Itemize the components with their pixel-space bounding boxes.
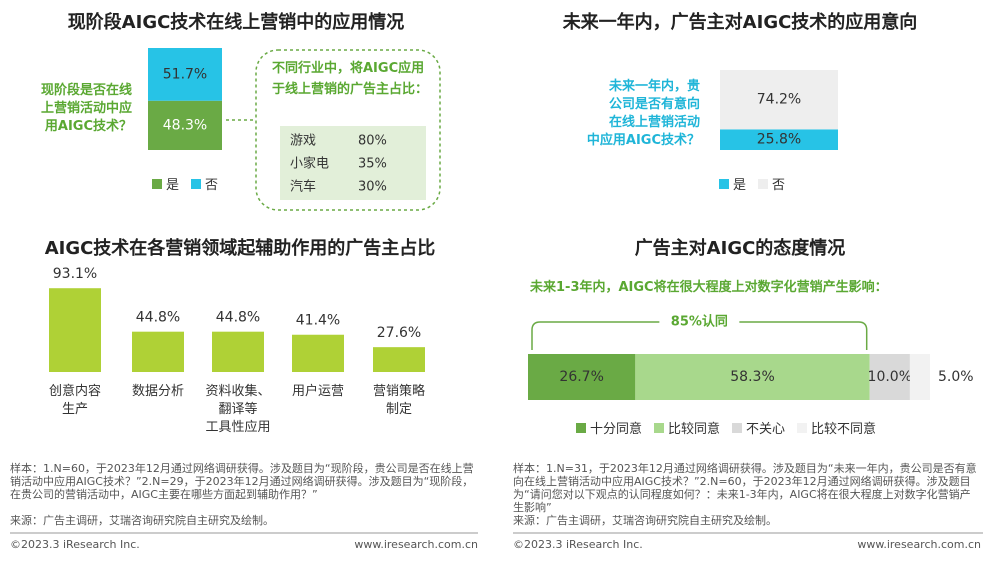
annotation-bracket — [531, 321, 868, 350]
site-url: www.iresearch.com.cn — [857, 538, 981, 551]
callout-value: 80% — [358, 134, 387, 149]
value-label: 58.3% — [730, 369, 774, 385]
legend-swatch — [654, 422, 665, 433]
bar-segment — [720, 129, 838, 150]
note-sample: 样本：1.N=31，于2023年12月通过网络调研获得。涉及题目为“未来一年内，… — [513, 462, 977, 514]
note-source: 来源：广告主调研，艾瑞咨询研究院自主研究及绘制。 — [10, 514, 274, 527]
value-label: 5.0% — [938, 369, 974, 385]
note-sample: 样本：1.N=60，于2023年12月通过网络调研获得。涉及题目为“现阶段，贵公… — [10, 462, 474, 501]
bar-segment — [528, 354, 636, 400]
legend-swatch — [719, 178, 729, 189]
bar-segment — [869, 354, 910, 400]
legend-swatch — [576, 422, 586, 433]
chart-title: 广告主对AIGC的态度情况 — [634, 238, 846, 259]
legend-label: 比较不同意 — [811, 422, 877, 437]
value-label: 93.1% — [53, 266, 97, 282]
question: 未来一年内，贵 公司是否有意向 在线上营销活动 中应用AIGC技术？ — [586, 79, 700, 148]
callout-label: 汽车 — [290, 179, 316, 195]
x-tick-label: 用户运营 — [291, 384, 344, 399]
chart-title: AIGC技术在各营销领域起辅助作用的广告主占比 — [44, 238, 436, 259]
bar — [373, 347, 425, 372]
legend-label: 是 — [733, 178, 747, 193]
legend-swatch — [191, 178, 202, 189]
copyright: ©2023.3 iResearch Inc. — [10, 538, 140, 551]
callout-label: 游戏 — [290, 134, 316, 149]
value-label: 27.6% — [377, 325, 421, 341]
legend-swatch — [152, 178, 162, 189]
callout-value: 35% — [358, 157, 387, 172]
value-label: 44.8% — [216, 310, 260, 326]
bar-segment — [909, 354, 930, 400]
legend-label: 是 — [166, 178, 180, 193]
value-label: 41.4% — [296, 313, 340, 329]
bar-segment — [720, 70, 838, 130]
callout-title: 不同行业中，将AIGC应用于线上营销的广告主占比： — [272, 61, 429, 97]
legend: 十分同意 比较同意 不关心 比较不同意 — [576, 418, 876, 437]
x-tick-label: 数据分析 — [131, 384, 184, 399]
x-tick-label: 资料收集、 翻译等 工具性应用 — [205, 384, 271, 435]
x-tick-label: 创意内容 生产 — [48, 384, 101, 417]
legend-swatch — [732, 422, 743, 433]
note-source: 来源：广告主调研，艾瑞咨询研究院自主研究及绘制。 — [513, 514, 777, 527]
legend-label: 不关心 — [746, 422, 786, 437]
legend-label: 否 — [772, 178, 786, 193]
subtitle: 未来1-3年内，AIGC将在很大程度上对数字化营销产生影响： — [530, 280, 888, 295]
value-label: 26.7% — [559, 369, 603, 385]
bar — [292, 334, 344, 372]
bar-segment — [635, 354, 870, 400]
legend-label: 十分同意 — [590, 422, 643, 437]
chart-title: 现阶段AIGC技术在线上营销中的应用情况 — [67, 12, 405, 33]
value-label: 48.3% — [163, 117, 207, 133]
annotation: 85%认同 — [671, 314, 728, 330]
legend: 是否 — [719, 174, 785, 193]
site-url: www.iresearch.com.cn — [354, 538, 478, 551]
value-label: 10.0% — [868, 369, 912, 385]
bar — [212, 331, 264, 372]
legend: 是否 — [152, 174, 218, 193]
value-label: 74.2% — [757, 92, 801, 108]
chart-title: 未来一年内，广告主对AIGC技术的应用意向 — [562, 12, 918, 33]
legend-swatch — [758, 178, 769, 189]
bar-segment — [148, 48, 222, 101]
value-label: 25.8% — [757, 132, 801, 148]
question: 现阶段是否在线 上营销活动中应 用AIGC技术？ — [40, 83, 132, 134]
legend-label: 否 — [205, 178, 219, 193]
bar — [49, 288, 101, 372]
legend-swatch — [797, 422, 808, 433]
callout-value: 30% — [358, 180, 387, 195]
x-tick-label: 营销策略 制定 — [372, 384, 425, 417]
legend-label: 比较同意 — [668, 422, 721, 437]
value-label: 51.7% — [163, 66, 207, 82]
callout-label: 小家电 — [290, 156, 329, 172]
bar — [132, 331, 184, 372]
bar-segment — [148, 100, 222, 150]
callout-table-bg — [280, 126, 426, 200]
copyright: ©2023.3 iResearch Inc. — [513, 538, 643, 551]
value-label: 44.8% — [136, 310, 180, 326]
